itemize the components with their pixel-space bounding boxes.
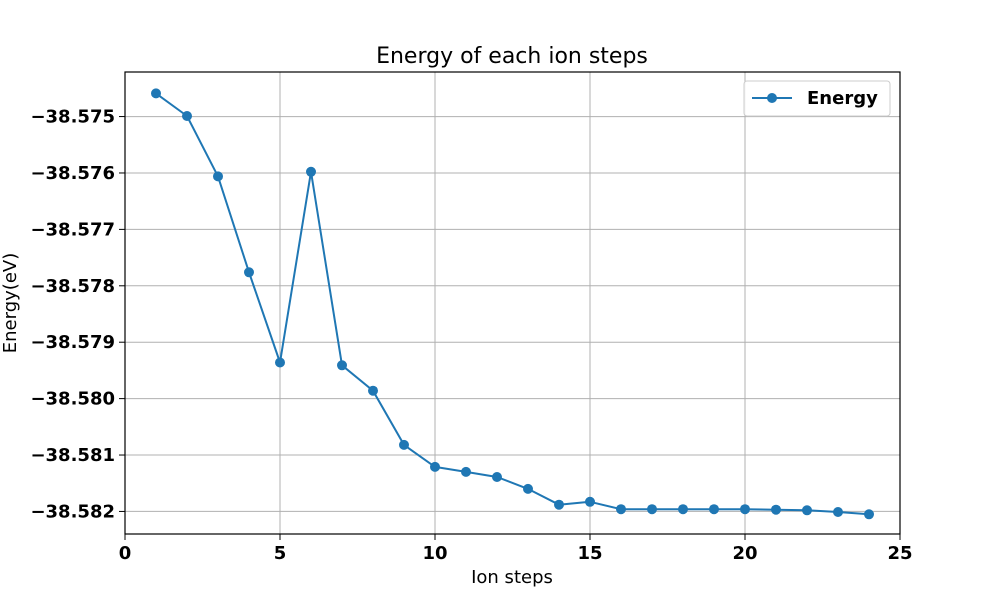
data-point-energy [492,472,502,482]
y-tick-label: −38.578 [30,276,115,297]
series-line-energy [155,92,870,516]
data-point-energy [368,385,378,396]
data-point-energy [709,504,719,515]
y-tick-label: −38.580 [30,389,115,410]
data-point-energy [461,466,471,477]
x-tick-label: 5 [274,543,287,564]
data-point-energy [585,496,595,507]
x-tick-label: 15 [577,543,602,564]
data-point-energy [182,111,192,121]
data-point-energy [523,483,533,494]
data-point-energy [616,504,626,515]
legend-box [743,80,891,117]
y-tick-label: −38.576 [30,163,115,184]
x-axis-label: Ion steps [471,567,553,588]
x-tick-label: 10 [422,543,447,564]
data-point-energy [399,439,409,450]
legend-marker-swatch [767,93,777,103]
y-tick-label: −38.575 [30,107,115,128]
legend: Energy [743,80,891,117]
x-tick-label: 25 [887,543,912,564]
data-point-energy [802,505,812,516]
y-tick-label: −38.579 [30,332,115,353]
plot-frame [124,71,901,535]
data-point-energy [337,360,347,371]
data-point-energy [771,504,781,515]
grid [124,72,901,534]
data-point-energy [678,504,688,515]
data-point-energy [647,504,657,515]
y-tick-label: −38.577 [30,219,115,240]
ticks: 0 5 10 15 20 25 −38.575 −38.576 −38.577 −38.578 −3… [30,107,912,564]
data-point-energy [740,504,750,515]
y-tick-label: −38.582 [30,501,115,522]
data-point-energy [151,88,161,99]
data-point-energy [430,461,440,472]
legend-label-energy: Energy [807,88,878,109]
data-point-energy [864,509,874,520]
x-tick-label: 20 [732,543,757,564]
data-point-energy [213,171,223,182]
y-tick-label: −38.581 [30,445,115,466]
data-point-energy [275,357,285,368]
data-point-energy [833,507,843,517]
data-point-energy [244,267,254,278]
y-axis-label: Energy(eV) [0,253,21,353]
data-point-energy [306,166,316,177]
x-tick-label: 0 [119,543,132,564]
chart-title: Energy of each ion steps [376,44,648,69]
data-point-energy [554,499,564,510]
series-layer [151,88,874,520]
